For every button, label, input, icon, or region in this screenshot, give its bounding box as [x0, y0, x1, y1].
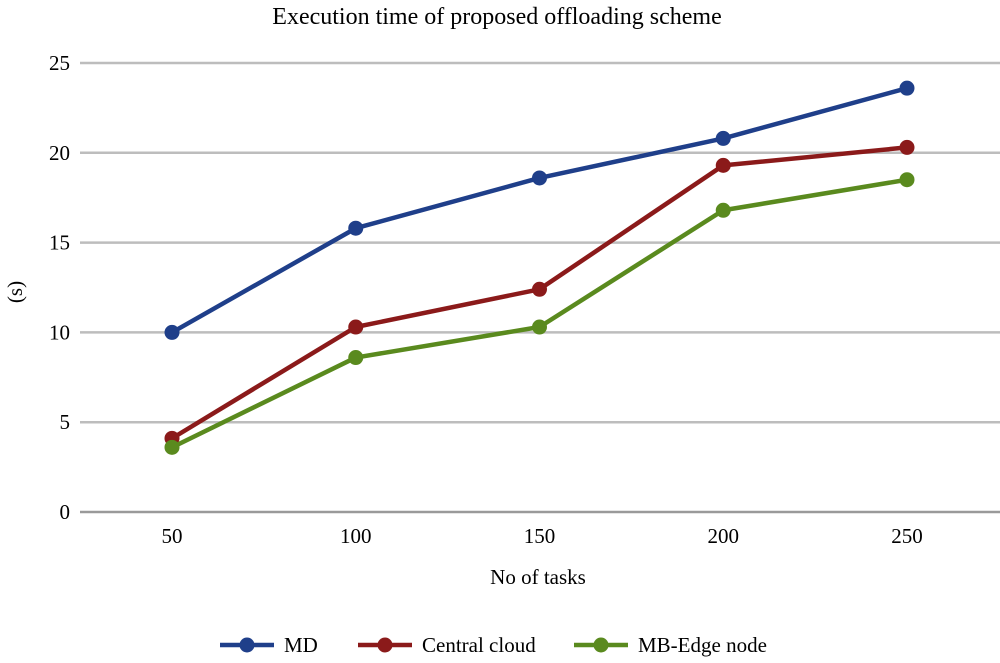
legend: MD Central cloud MB-Edge node	[220, 633, 767, 657]
data-point	[715, 157, 731, 173]
y-tick-label: 5	[60, 410, 71, 434]
x-tick-label: 100	[340, 524, 372, 548]
legend-item: MD	[220, 633, 318, 657]
chart-title: Execution time of proposed offloading sc…	[272, 4, 721, 30]
y-axis-title: (s)	[3, 281, 27, 303]
y-tick-label: 25	[49, 51, 70, 75]
legend-label: MB-Edge node	[638, 633, 767, 657]
y-tick-label: 15	[49, 231, 70, 255]
data-point	[532, 319, 547, 335]
x-tick-label: 200	[708, 524, 740, 548]
x-tick-label: 250	[891, 524, 923, 548]
series-lines	[164, 80, 915, 455]
x-axis-title: No of tasks	[490, 565, 586, 589]
y-tick-label: 0	[60, 500, 71, 524]
data-point	[899, 80, 915, 96]
x-tick-label: 150	[524, 524, 556, 548]
data-point	[715, 130, 731, 146]
legend-swatch-marker	[377, 637, 393, 653]
series-md	[164, 80, 915, 340]
data-point	[348, 220, 364, 236]
data-point	[532, 170, 547, 186]
y-tick-label: 10	[49, 320, 70, 344]
x-tick-label: 50	[162, 524, 183, 548]
y-tick-label: 20	[49, 141, 70, 165]
legend-item: MB-Edge node	[574, 633, 767, 657]
data-point	[715, 202, 731, 218]
series-central-cloud	[164, 139, 915, 446]
legend-item: Central cloud	[358, 633, 536, 657]
data-point	[532, 281, 547, 297]
series-line	[169, 177, 910, 450]
legend-swatch-marker	[239, 637, 255, 653]
legend-label: MD	[284, 633, 318, 657]
legend-label: Central cloud	[422, 633, 536, 657]
data-point	[899, 172, 915, 188]
legend-swatch-marker	[593, 637, 609, 653]
data-point	[164, 439, 180, 455]
x-tick-labels: 50 100 150 200 250	[162, 524, 923, 548]
data-point	[348, 350, 364, 366]
y-tick-labels: 0 5 10 15 20 25	[49, 51, 70, 524]
data-point	[899, 139, 915, 155]
data-point	[164, 324, 180, 340]
data-point	[348, 319, 364, 335]
series-mb-edge-node	[164, 172, 915, 455]
